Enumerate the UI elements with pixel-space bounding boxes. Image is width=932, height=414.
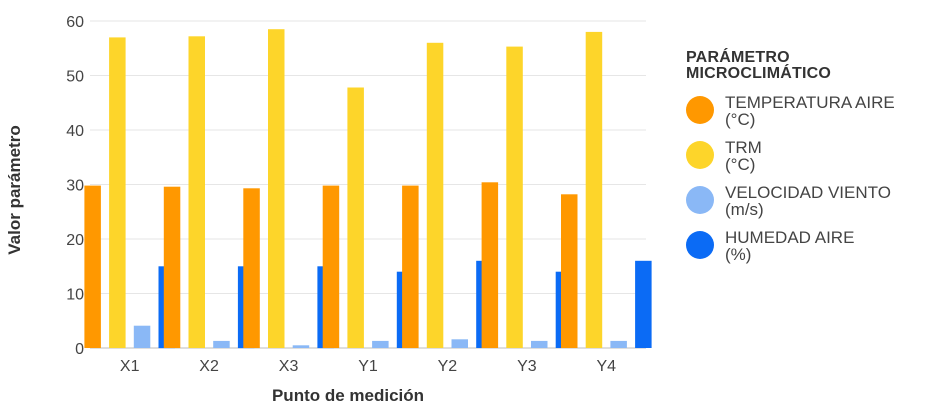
- bar-x3-series-1: [243, 188, 260, 348]
- bar-x1-series-3: [133, 325, 151, 348]
- y-tick-label: 40: [66, 123, 84, 140]
- legend-label-line1: TRM: [725, 138, 762, 157]
- legend-label-line2: (°C): [725, 110, 756, 129]
- x-tick-label: X1: [120, 358, 140, 375]
- bar-y3-series-3: [531, 340, 548, 348]
- bar-y4-series-3: [610, 340, 627, 348]
- legend-swatch: [686, 96, 714, 124]
- legend: PARÁMETRO MICROCLIMÁTICO TEMPERATURA AIR…: [686, 50, 931, 274]
- bar-x3-series-2: [268, 29, 285, 348]
- legend-title: PARÁMETRO MICROCLIMÁTICO: [686, 49, 832, 82]
- x-tick-labels: X1 X2 X3 Y1 Y2 Y3 Y4: [120, 358, 616, 375]
- y-tick-label: 30: [66, 178, 84, 195]
- x-tick-label: X2: [199, 358, 219, 375]
- legend-item: TEMPERATURA AIRE (°C): [686, 94, 931, 128]
- bar-y4-series-4: [635, 260, 652, 348]
- y-tick-label: 0: [75, 341, 84, 358]
- bar-x1-series-1: [84, 185, 101, 348]
- bar-y2-series-1: [402, 185, 419, 348]
- legend-item: VELOCIDAD VIENTO (m/s): [686, 184, 931, 218]
- legend-label: TEMPERATURA AIRE (°C): [725, 94, 895, 128]
- bar-y4-series-1: [561, 194, 578, 348]
- bar-x3-series-3: [292, 345, 310, 348]
- legend-label: TRM (°C): [725, 139, 762, 173]
- legend-swatch: [686, 141, 714, 169]
- bar-x2-series-1: [163, 186, 181, 348]
- bar-x2-series-3: [213, 340, 230, 348]
- legend-label-line1: TEMPERATURA AIRE: [725, 93, 895, 112]
- legend-label-line2: (°C): [725, 155, 756, 174]
- bar-y4-series-2: [585, 31, 603, 349]
- y-tick-label: 50: [66, 69, 84, 86]
- bar-y2-series-2: [426, 42, 444, 349]
- legend-label-line1: HUMEDAD AIRE: [725, 228, 855, 247]
- legend-item: TRM (°C): [686, 139, 931, 173]
- y-tick-label: 10: [66, 287, 84, 304]
- y-axis-title: Valor parámetro: [5, 125, 24, 254]
- bar-x1-series-2: [109, 37, 126, 349]
- legend-swatch: [686, 231, 714, 259]
- bar-y1-series-1: [322, 185, 340, 348]
- grid-lines: [90, 20, 646, 349]
- x-axis-title: Punto de medición: [272, 386, 424, 405]
- legend-label: HUMEDAD AIRE (%): [725, 229, 854, 263]
- legend-label-line2: (m/s): [725, 200, 764, 219]
- bar-y1-series-2: [347, 87, 364, 348]
- bars: [84, 29, 652, 349]
- y-tick-label: 60: [66, 14, 84, 31]
- x-tick-label: Y2: [438, 358, 458, 375]
- legend-label: VELOCIDAD VIENTO (m/s): [725, 184, 891, 218]
- x-tick-label: Y4: [597, 358, 617, 375]
- x-tick-label: X3: [279, 358, 299, 375]
- legend-label-line2: (%): [725, 245, 752, 264]
- bar-y2-series-3: [451, 339, 468, 348]
- x-tick-label: Y3: [517, 358, 537, 375]
- bar-y1-series-3: [372, 340, 389, 348]
- legend-item: HUMEDAD AIRE (%): [686, 229, 931, 263]
- legend-swatch: [686, 186, 714, 214]
- y-tick-label: 20: [66, 232, 84, 249]
- x-tick-label: Y1: [358, 358, 378, 375]
- bar-y3-series-1: [481, 182, 499, 348]
- legend-label-line1: VELOCIDAD VIENTO: [725, 183, 891, 202]
- y-tick-labels: 0 10 20 30 40 50 60: [66, 14, 84, 358]
- bar-x2-series-2: [188, 36, 205, 349]
- bar-y3-series-2: [506, 46, 523, 348]
